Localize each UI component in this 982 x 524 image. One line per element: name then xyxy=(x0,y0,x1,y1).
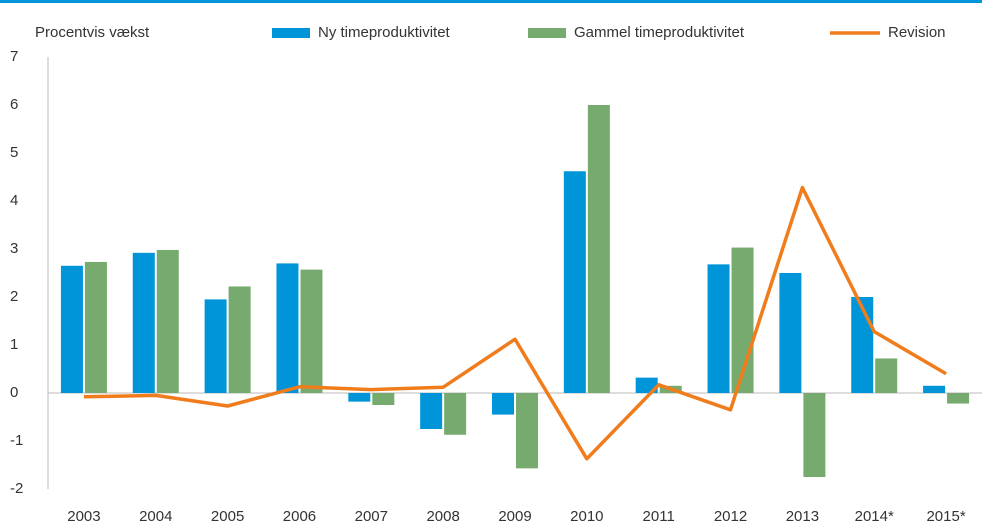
legend-swatch xyxy=(528,28,566,38)
bar xyxy=(156,249,179,393)
y-tick-label: 2 xyxy=(10,288,18,305)
x-tick-label: 2006 xyxy=(283,508,316,524)
bar xyxy=(563,171,586,393)
bar xyxy=(60,265,83,393)
x-tick-label: 2013 xyxy=(786,508,819,524)
chart-title: Procentvis vækst xyxy=(35,24,150,41)
bar xyxy=(947,393,970,404)
legend-swatch xyxy=(272,28,310,38)
bar xyxy=(492,393,514,415)
top-border xyxy=(0,0,982,3)
bar xyxy=(228,286,251,393)
y-tick-label: 4 xyxy=(10,192,18,209)
y-tick-label: 3 xyxy=(10,240,18,257)
x-tick-label: 2004 xyxy=(139,508,172,524)
legend-label: Ny timeproduktivitet xyxy=(318,24,451,41)
bar xyxy=(923,385,946,393)
x-tick-label: 2011 xyxy=(643,508,675,524)
x-tick-label: 2005 xyxy=(211,508,244,524)
y-tick-label: -2 xyxy=(10,480,23,497)
y-tick-label: -1 xyxy=(10,432,23,449)
bar xyxy=(516,393,538,469)
y-tick-label: 6 xyxy=(10,96,18,113)
x-tick-label: 2009 xyxy=(498,508,531,524)
x-tick-label: 2003 xyxy=(67,508,100,524)
bar xyxy=(707,264,730,393)
line xyxy=(83,185,947,461)
bar xyxy=(587,105,610,393)
y-tick-label: 1 xyxy=(10,336,18,353)
bar xyxy=(204,299,227,393)
bar xyxy=(875,358,898,393)
x-tick-label: 2007 xyxy=(355,508,388,524)
x-tick-label: 2008 xyxy=(426,508,459,524)
bar xyxy=(300,269,323,393)
bar xyxy=(348,393,371,402)
x-tick-label: 2015* xyxy=(926,508,965,524)
y-tick-label: 5 xyxy=(10,144,18,161)
y-tick-label: 0 xyxy=(10,384,18,401)
legend-label: Gammel timeproduktivitet xyxy=(574,24,745,41)
x-tick-label: 2010 xyxy=(570,508,603,524)
bar xyxy=(372,393,395,405)
bar xyxy=(779,273,802,393)
bar xyxy=(132,252,155,393)
x-tick-label: 2014* xyxy=(855,508,894,524)
bar xyxy=(803,393,826,477)
legend-label: Revision xyxy=(888,24,946,41)
x-tick-label: 2012 xyxy=(714,508,747,524)
bar xyxy=(276,263,299,393)
bar xyxy=(420,393,443,429)
y-tick-label: 7 xyxy=(10,48,18,65)
bar xyxy=(444,393,467,435)
bar xyxy=(84,261,107,393)
